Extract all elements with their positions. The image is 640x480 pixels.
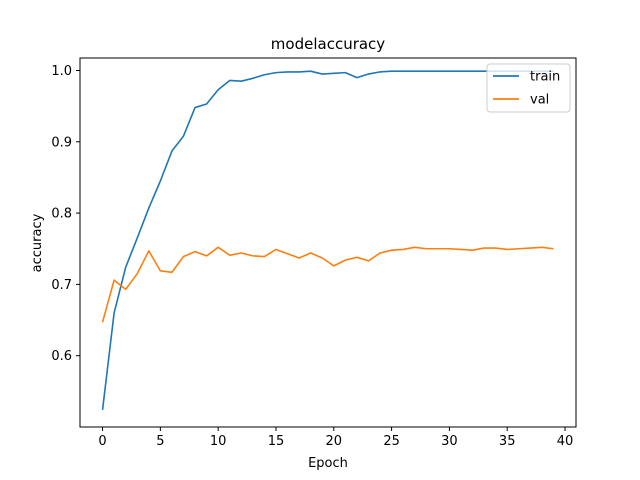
- x-tick-label: 25: [383, 434, 400, 449]
- y-tick-label: 0.7: [51, 278, 72, 293]
- x-tick-label: 20: [326, 434, 343, 449]
- series-line-val: [101, 246, 554, 323]
- chart-title: modelaccuracy: [271, 35, 386, 53]
- y-tick-label: 0.9: [51, 135, 72, 150]
- series-lines: [101, 70, 554, 410]
- y-tick-label: 0.6: [51, 349, 72, 364]
- legend-label-val: val: [530, 93, 549, 108]
- x-axis: 0 5 10 15 20 25 30 35 40: [98, 427, 573, 449]
- x-tick-label: 5: [156, 434, 164, 449]
- x-tick-label: 35: [499, 434, 516, 449]
- legend-label-train: train: [530, 70, 560, 85]
- x-tick-label: 30: [441, 434, 458, 449]
- y-tick-label: 0.8: [51, 207, 72, 222]
- x-tick-label: 10: [210, 434, 227, 449]
- plot-area: [79, 57, 577, 428]
- plot-frame: [79, 57, 577, 428]
- y-axis-label: accuracy: [30, 213, 45, 272]
- x-tick-label: 15: [268, 434, 285, 449]
- y-axis: 0.6 0.7 0.8 0.9 1.0: [51, 64, 80, 364]
- series-line-train: [101, 70, 554, 410]
- y-tick-label: 1.0: [51, 64, 72, 79]
- legend: train val: [486, 63, 571, 113]
- x-axis-label: Epoch: [308, 456, 348, 471]
- x-tick-label: 0: [98, 434, 106, 449]
- x-tick-label: 40: [557, 434, 574, 449]
